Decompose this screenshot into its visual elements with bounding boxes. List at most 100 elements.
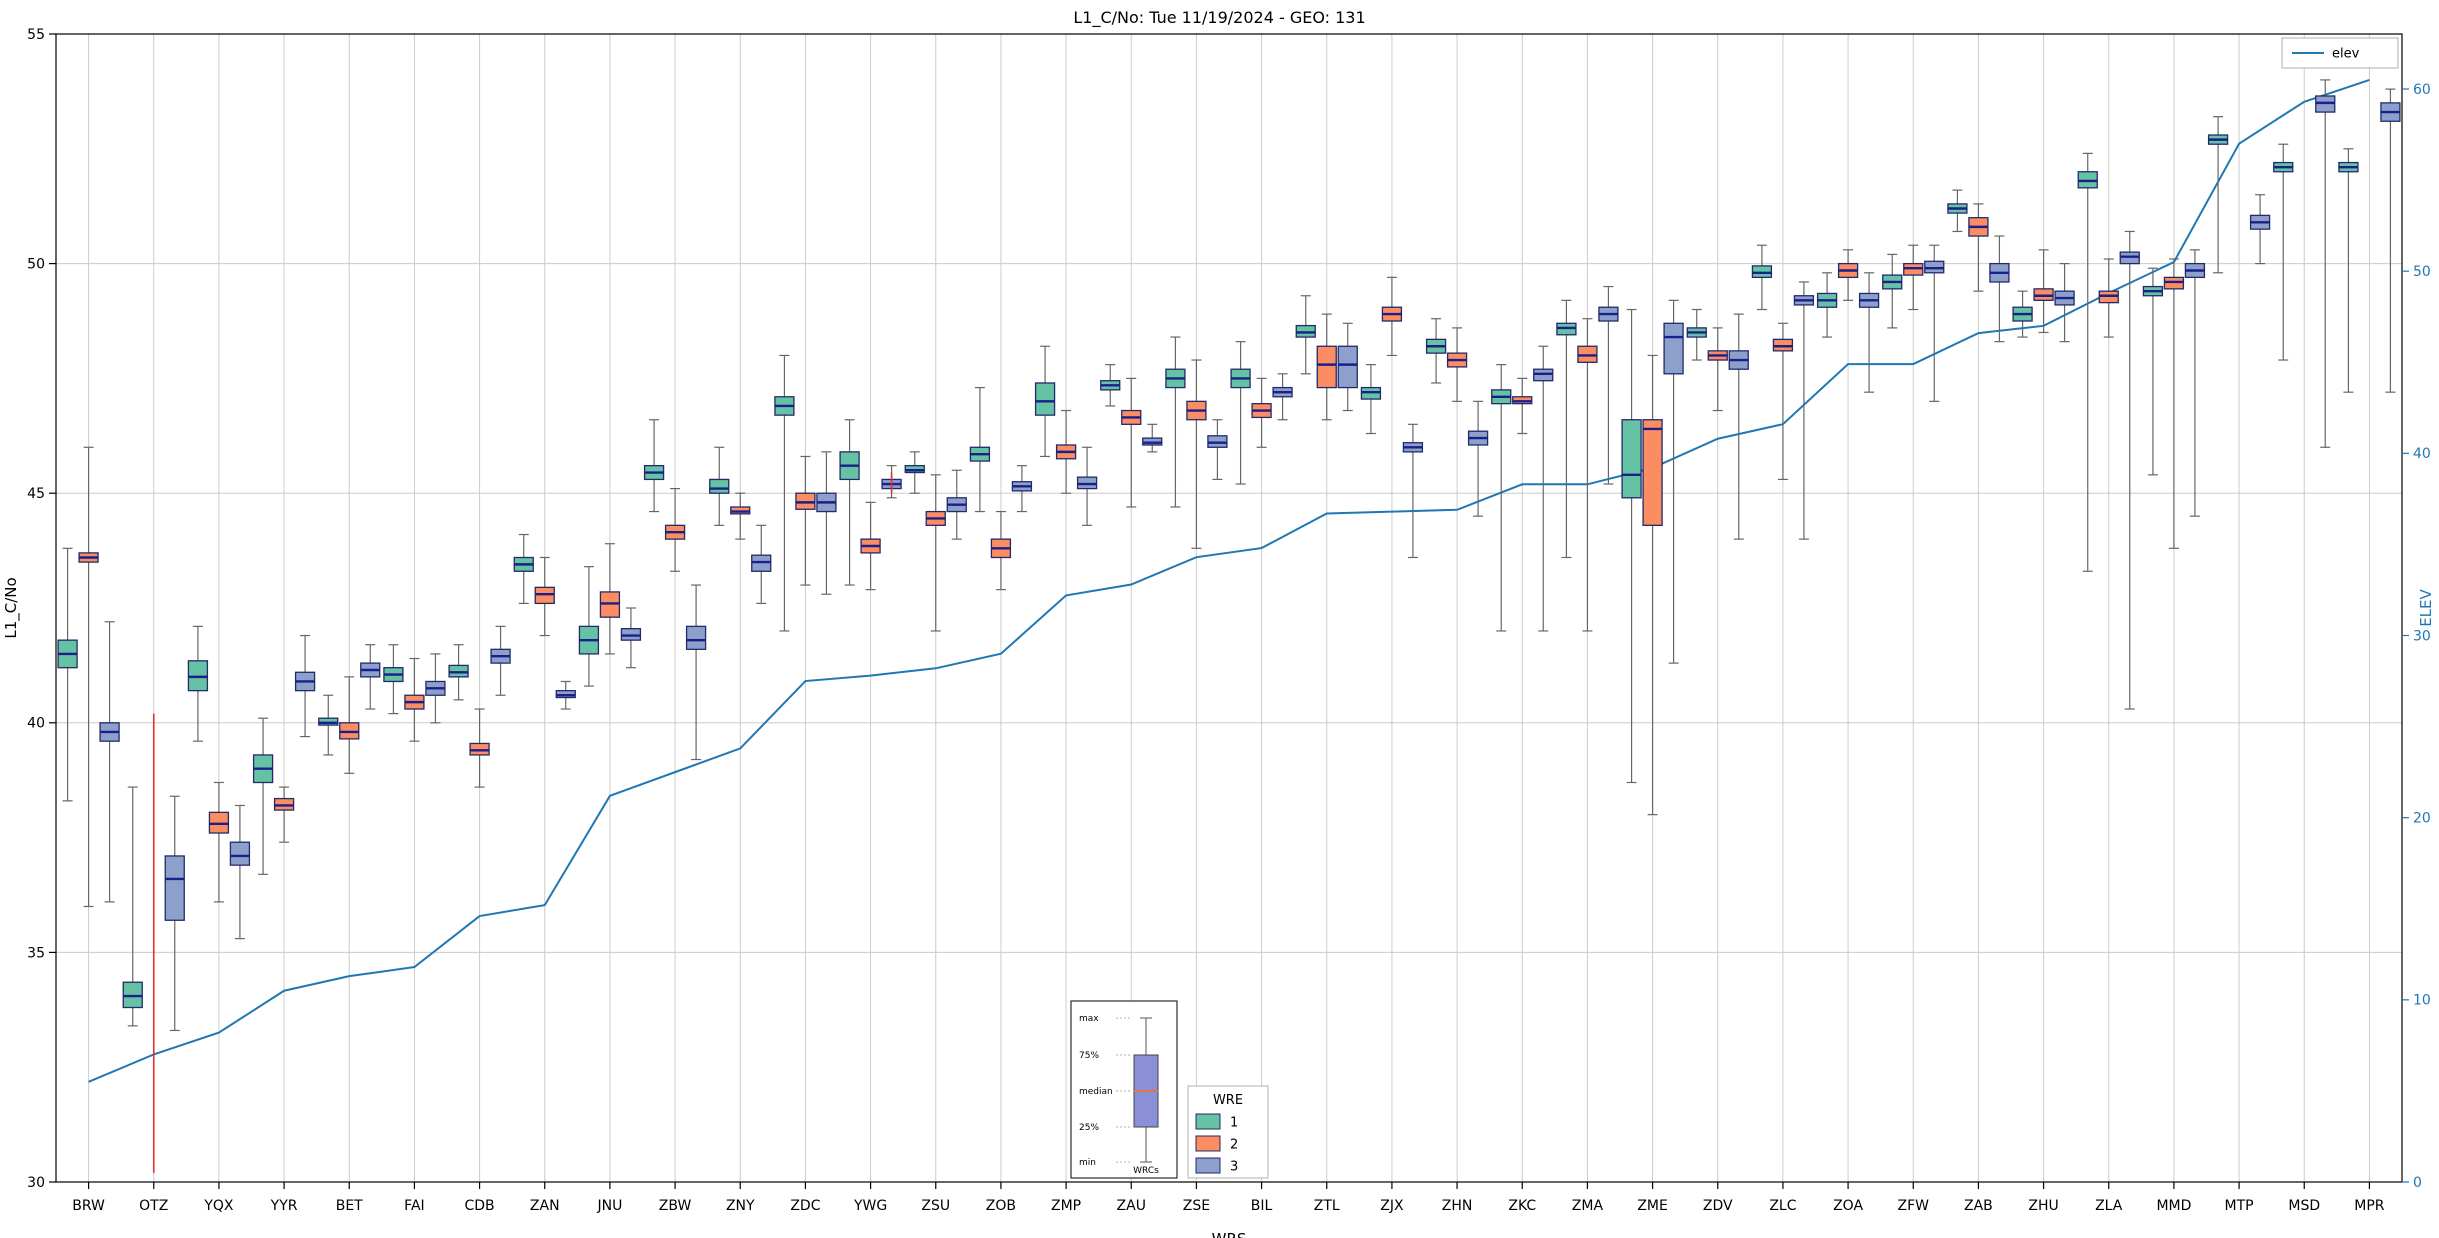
x-tick-label-ZKC: ZKC	[1508, 1198, 1536, 1214]
y-right-axis-label: ELEV	[2417, 588, 2435, 626]
boxplot-ZNY	[709, 446, 772, 605]
boxplot-ZKC	[1491, 345, 1554, 632]
boxplot-YYR	[252, 634, 316, 875]
boxplot-BRW	[57, 446, 120, 908]
boxplot-ZSE	[1165, 336, 1228, 549]
boxplots	[57, 79, 2401, 1032]
boxplot-MTP	[2207, 116, 2271, 274]
boxplot-BIL	[1230, 341, 1293, 485]
legend-wre-swatch-3	[1195, 1157, 1221, 1174]
boxplot-ZOA	[1816, 249, 1880, 393]
boxplot-ZLC	[1751, 244, 1815, 540]
x-axis-label: WRS	[1212, 1230, 1247, 1238]
boxplot-ZJX	[1360, 276, 1424, 559]
x-tick-label-ZSE: ZSE	[1183, 1198, 1210, 1214]
boxplot-ZDV	[1686, 308, 1749, 540]
x-tick-label-ZHN: ZHN	[1442, 1198, 1473, 1214]
x-tick-label-ZHU: ZHU	[2028, 1198, 2058, 1214]
boxplot-JNU	[578, 543, 642, 687]
x-tick-label-ZAN: ZAN	[530, 1198, 560, 1214]
legend-wre-swatch-1	[1195, 1113, 1221, 1130]
x-tick-label-ZJX: ZJX	[1380, 1198, 1404, 1214]
inset-label-75: 75%	[1079, 1051, 1099, 1061]
x-tick-label-YQX: YQX	[203, 1198, 234, 1214]
y-right-tick-label: 60	[2413, 82, 2431, 98]
inset-label-min: min	[1079, 1158, 1096, 1168]
x-tick-label-MTP: MTP	[2225, 1198, 2254, 1214]
x-tick-label-BRW: BRW	[72, 1198, 105, 1214]
boxplot-ZHU	[2012, 249, 2075, 343]
x-tick-label-FAI: FAI	[404, 1198, 424, 1214]
x-tick-label-MSD: MSD	[2288, 1198, 2320, 1214]
x-tick-label-ZMP: ZMP	[1051, 1198, 1081, 1214]
boxplot-ZHN	[1425, 318, 1489, 517]
boxplot-ZOB	[969, 386, 1033, 591]
boxplot-MSD	[2273, 79, 2336, 448]
boxplot-FAI	[383, 644, 446, 742]
boxplot-MMD	[2142, 249, 2206, 549]
y-right-tick-label: 20	[2413, 811, 2431, 827]
inset-label-max: max	[1079, 1014, 1099, 1024]
boxplot-ZDC	[774, 354, 837, 632]
boxplot-OTZ	[122, 786, 185, 1032]
x-tick-label-ZAU: ZAU	[1117, 1198, 1146, 1214]
y-right-tick-label: 0	[2413, 1175, 2422, 1191]
legend-wre-title: WRE	[1213, 1093, 1243, 1108]
x-tick-label-JNU: JNU	[596, 1198, 622, 1214]
axes: 30 35 40 45 50 55 0 10 20 30 40 50 60 BRW OTZ YQX YYR BET…	[27, 27, 2431, 1214]
x-tick-label-MPR: MPR	[2354, 1198, 2385, 1214]
legend-elev-label: elev	[2332, 47, 2360, 62]
legend-wre-label-2: 2	[1230, 1138, 1238, 1153]
x-tick-label-ZTL: ZTL	[1314, 1198, 1340, 1214]
x-tick-label-YYR: YYR	[270, 1198, 298, 1214]
y-right-tick-label: 50	[2413, 264, 2431, 280]
x-tick-label-CDB: CDB	[464, 1198, 494, 1214]
y-left-tick-label: 45	[27, 486, 45, 502]
y-left-tick-label: 50	[27, 257, 45, 273]
y-left-tick-label: 40	[27, 716, 45, 732]
boxplot-CDB	[448, 625, 511, 788]
x-tick-label-ZOA: ZOA	[1833, 1198, 1863, 1214]
x-tick-label-ZLC: ZLC	[1769, 1198, 1796, 1214]
y-right-tick-label: 10	[2413, 993, 2431, 1009]
inset-label-median: median	[1079, 1087, 1113, 1097]
boxplot-ZFW	[1882, 244, 1945, 402]
x-tick-label-ZMA: ZMA	[1572, 1198, 1604, 1214]
x-tick-label-ZAB: ZAB	[1964, 1198, 1993, 1214]
boxplot-ZSU	[904, 451, 967, 632]
y-right-tick-label: 30	[2413, 628, 2431, 644]
inset-label-25: 25%	[1079, 1123, 1099, 1133]
x-tick-label-ZOB: ZOB	[986, 1198, 1016, 1214]
x-tick-label-ZDC: ZDC	[790, 1198, 820, 1214]
x-tick-label-ZBW: ZBW	[659, 1198, 692, 1214]
x-tick-label-YWG: YWG	[853, 1198, 887, 1214]
chart-title: L1_C/No: Tue 11/19/2024 - GEO: 131	[1073, 8, 1366, 27]
boxplot-ZTL	[1295, 295, 1358, 421]
y-right-tick-label: 40	[2413, 446, 2431, 462]
x-tick-label-ZFW: ZFW	[1898, 1198, 1930, 1214]
boxplot-ZMA	[1556, 285, 1619, 632]
legend-wre: WRE 1 2 3	[1187, 1085, 1269, 1179]
x-tick-label-ZLA: ZLA	[2095, 1198, 2123, 1214]
boxplot-ZMP	[1034, 345, 1098, 526]
boxplot-ZBW	[643, 419, 707, 761]
x-tick-label-ZDV: ZDV	[1703, 1198, 1733, 1214]
boxplot-ZAB	[1947, 189, 2010, 343]
legend-wre-label-3: 3	[1230, 1160, 1238, 1175]
x-tick-label-BET: BET	[336, 1198, 363, 1214]
boxplot-BET	[318, 644, 381, 774]
boxplot-ZAU	[1100, 364, 1163, 508]
x-tick-label-ZME: ZME	[1637, 1198, 1668, 1214]
x-tick-label-BIL: BIL	[1251, 1198, 1273, 1214]
legend-wre-label-1: 1	[1230, 1116, 1238, 1131]
x-tick-label-ZSU: ZSU	[921, 1198, 950, 1214]
boxplot-MPR	[2338, 88, 2401, 393]
y-left-tick-label: 35	[27, 945, 45, 961]
x-tick-label-OTZ: OTZ	[139, 1198, 168, 1214]
y-left-tick-label: 30	[27, 1175, 45, 1191]
legend-wre-swatch-2	[1195, 1135, 1221, 1152]
x-tick-label-MMD: MMD	[2156, 1198, 2191, 1214]
y-left-tick-label: 55	[27, 27, 45, 43]
